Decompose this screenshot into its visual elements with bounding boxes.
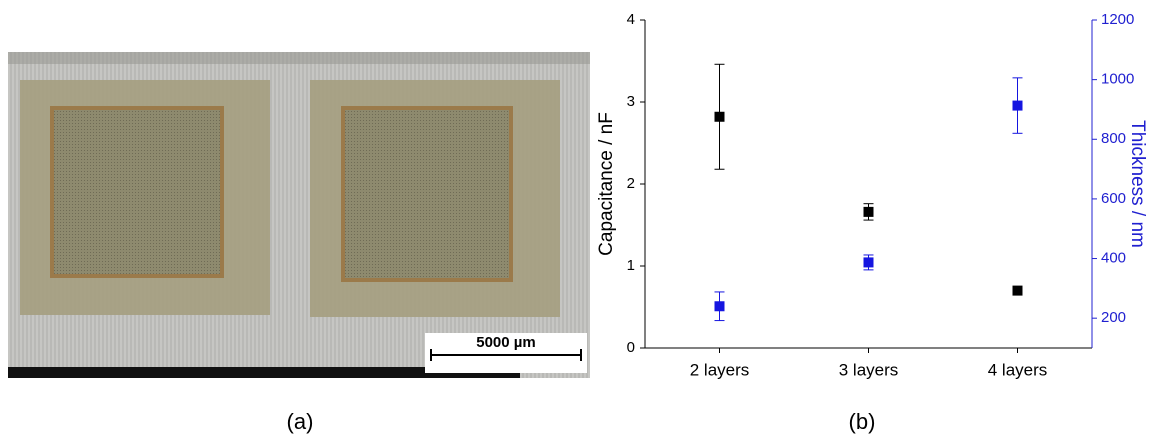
photo: 5000 µm [8, 52, 590, 378]
scale-bar-label: 5000 µm [476, 334, 536, 351]
y2-axis-label: Thickness / nm [1127, 120, 1148, 248]
marker [1012, 100, 1023, 111]
x-tick-label: 4 layers [988, 360, 1048, 379]
x-tick-label: 3 layers [839, 360, 899, 379]
marker [714, 301, 725, 312]
y-tick-label: 2 [627, 175, 635, 192]
caption: (b) [849, 409, 876, 434]
marker [863, 257, 874, 268]
caption: (a) [287, 409, 314, 434]
y-tick-label: 1 [627, 257, 635, 274]
y2-tick-label: 1000 [1101, 71, 1134, 88]
y-tick-label: 3 [627, 93, 635, 110]
marker [1012, 285, 1023, 296]
y2-tick-label: 600 [1101, 190, 1126, 207]
marker [863, 206, 874, 217]
chart: 0 1 2 3 4 200 400 600 800 1000 1200 Capacitance / n… [596, 11, 1148, 380]
y-tick-label: 0 [627, 339, 635, 356]
y2-tick-label: 400 [1101, 250, 1126, 267]
y-axis-label: Capacitance / nF [596, 112, 617, 256]
y2-tick-label: 200 [1101, 309, 1126, 326]
y-tick-label: 4 [627, 11, 635, 28]
marker [714, 111, 725, 122]
x-tick-label: 2 layers [690, 360, 750, 379]
y2-tick-label: 800 [1101, 130, 1126, 147]
y2-tick-label: 1200 [1101, 11, 1134, 28]
